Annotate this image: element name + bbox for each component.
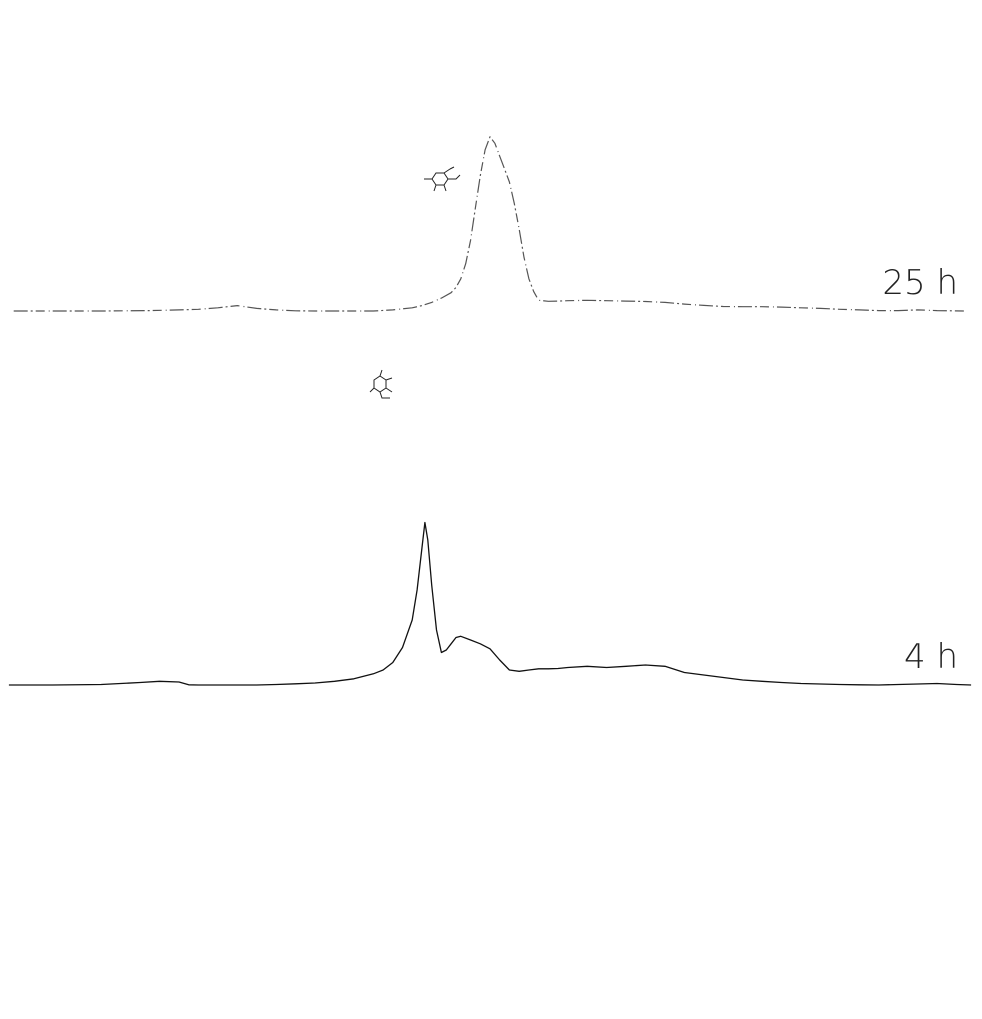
trace-label-4h: 4 h xyxy=(904,637,958,677)
trace-25h xyxy=(13,136,967,312)
structure-icon-top xyxy=(424,166,461,192)
structure-icon-bottom xyxy=(369,369,393,399)
trace-4h xyxy=(8,521,972,686)
trace-label-25h: 25 h xyxy=(882,263,958,303)
traces-layer xyxy=(8,136,972,686)
